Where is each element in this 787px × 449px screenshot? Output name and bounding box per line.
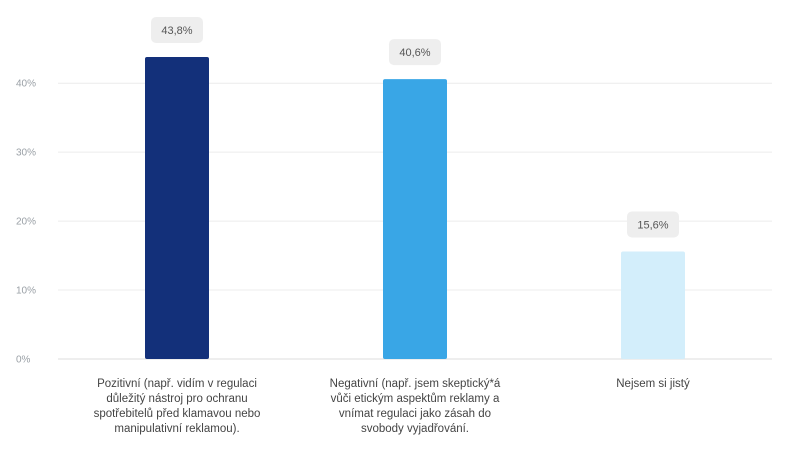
category-label-line: spotřebitelů před klamavou nebo	[94, 408, 261, 420]
category-label-line: Pozitivní (např. vidím v regulaci	[97, 378, 257, 390]
data-label-text: 43,8%	[161, 25, 192, 37]
category-label: Pozitivní (např. vidím v regulaci důležit…	[94, 378, 261, 435]
y-tick-label: 0%	[16, 355, 31, 366]
category-label: Nejsem si jistý	[616, 378, 690, 390]
y-tick-label: 30%	[16, 148, 36, 159]
data-label-text: 15,6%	[637, 219, 668, 231]
y-tick-label: 20%	[16, 217, 36, 228]
data-label: 40,6%	[389, 39, 441, 66]
category-label-line: vnímat regulaci jako zásah do	[339, 408, 491, 420]
data-label-background	[627, 211, 679, 238]
category-label-line: Negativní (např. jsem skeptický*á	[330, 378, 501, 390]
category-labels: Pozitivní (např. vidím v regulaci důležit…	[94, 378, 690, 435]
y-tick-label: 10%	[16, 286, 36, 297]
category-label-line: manipulativní reklamou).	[114, 423, 239, 435]
bar	[145, 57, 209, 359]
bar	[621, 251, 685, 359]
bars	[145, 57, 685, 359]
category-label-line: vůči etickým aspektům reklamy a	[331, 393, 500, 405]
y-axis-tick-labels: 0% 10% 20% 30% 40%	[16, 79, 36, 366]
data-label-background	[389, 39, 441, 66]
data-label-text: 40,6%	[399, 47, 430, 59]
bar	[383, 79, 447, 359]
data-labels: 43,8% 40,6% 15,6%	[151, 17, 679, 238]
data-label: 43,8%	[151, 17, 203, 43]
data-label: 15,6%	[627, 211, 679, 238]
category-label: Negativní (např. jsem skeptický*á vůči et…	[330, 378, 501, 435]
category-label-line: svobody vyjadřování.	[361, 423, 469, 435]
category-label-line: Nejsem si jistý	[616, 378, 690, 390]
data-label-background	[151, 17, 203, 43]
category-label-line: důležitý nástroj pro ochranu	[106, 393, 247, 405]
y-tick-label: 40%	[16, 79, 36, 90]
